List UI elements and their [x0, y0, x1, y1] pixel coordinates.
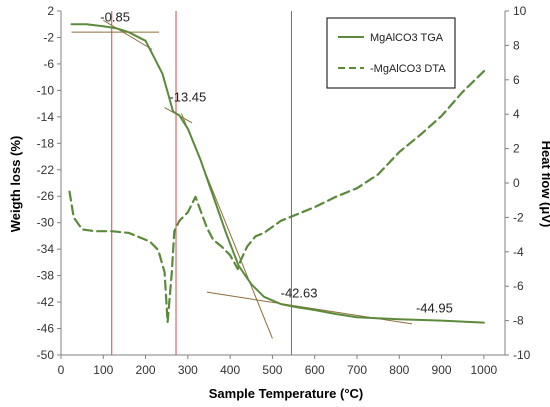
y-right-tick-label: -6 [513, 279, 524, 293]
x-tick-label: 900 [432, 363, 452, 377]
y-right-tick-label: 10 [513, 4, 527, 18]
x-tick-label: 1000 [471, 363, 498, 377]
legend-box [326, 17, 456, 89]
series-line-tga [70, 23, 485, 324]
x-tick-label: 200 [136, 363, 156, 377]
y-right-tick-label: 6 [513, 73, 520, 87]
y-right-tick-label: -2 [513, 210, 524, 224]
y-left-tick-label: -6 [43, 57, 54, 71]
y-axis-left-title: Weigth loss (%) [8, 136, 23, 233]
y-left-tick-label: -22 [37, 163, 55, 177]
x-tick-label: 700 [347, 363, 367, 377]
y-left-tick-label: -34 [37, 242, 55, 256]
tangent-line [103, 19, 153, 50]
annotation-label: -0.85 [100, 10, 130, 25]
y-left-tick-label: -26 [37, 189, 55, 203]
x-tick-label: 0 [58, 363, 65, 377]
x-tick-label: 100 [93, 363, 113, 377]
annotation-label: -13.45 [169, 90, 206, 105]
y-left-tick-label: 2 [47, 4, 54, 18]
y-left-tick-label: -46 [37, 322, 55, 336]
legend: MgAlCO3 TGA -MgAlCO3 DTA [326, 17, 456, 89]
legend-label-dta: -MgAlCO3 DTA [370, 63, 446, 75]
y-left-tick-label: -30 [37, 216, 55, 230]
y-right-tick-label: 4 [513, 107, 520, 121]
y-right-tick-label: 8 [513, 38, 520, 52]
y-left-tick-label: -38 [37, 269, 55, 283]
x-tick-label: 800 [389, 363, 409, 377]
y-left-tick-label: -10 [37, 83, 55, 97]
y-axis-right-title: Heat flow (μV) [539, 141, 550, 228]
annotation-label: -42.63 [281, 285, 318, 300]
y-right-tick-label: 2 [513, 142, 520, 156]
annotation-label: -44.95 [416, 301, 453, 316]
y-right-tick-label: 0 [513, 176, 520, 190]
y-left-tick-label: -42 [37, 295, 55, 309]
legend-label-tga: MgAlCO3 TGA [370, 32, 444, 44]
y-right-tick-label: -8 [513, 314, 524, 328]
series-line-dta [68, 70, 485, 324]
axis-layer: 0 100 200 300 400 500 600 700 800 900 10002-2-6-10… [37, 4, 531, 377]
y-left-tick-label: -50 [37, 348, 55, 362]
y-left-tick-label: -2 [43, 30, 54, 44]
plot-layer: -0.85 -13.45 -42.63 -44.95 [68, 10, 485, 355]
y-right-tick-label: -4 [513, 245, 524, 259]
y-left-tick-label: -18 [37, 136, 55, 150]
x-axis-title: Sample Temperature (°C) [209, 386, 364, 401]
y-left-tick-label: -14 [37, 110, 55, 124]
x-tick-label: 400 [220, 363, 240, 377]
y-right-tick-label: -10 [513, 348, 531, 362]
x-tick-label: 500 [262, 363, 282, 377]
x-tick-label: 300 [178, 363, 198, 377]
x-tick-label: 600 [305, 363, 325, 377]
